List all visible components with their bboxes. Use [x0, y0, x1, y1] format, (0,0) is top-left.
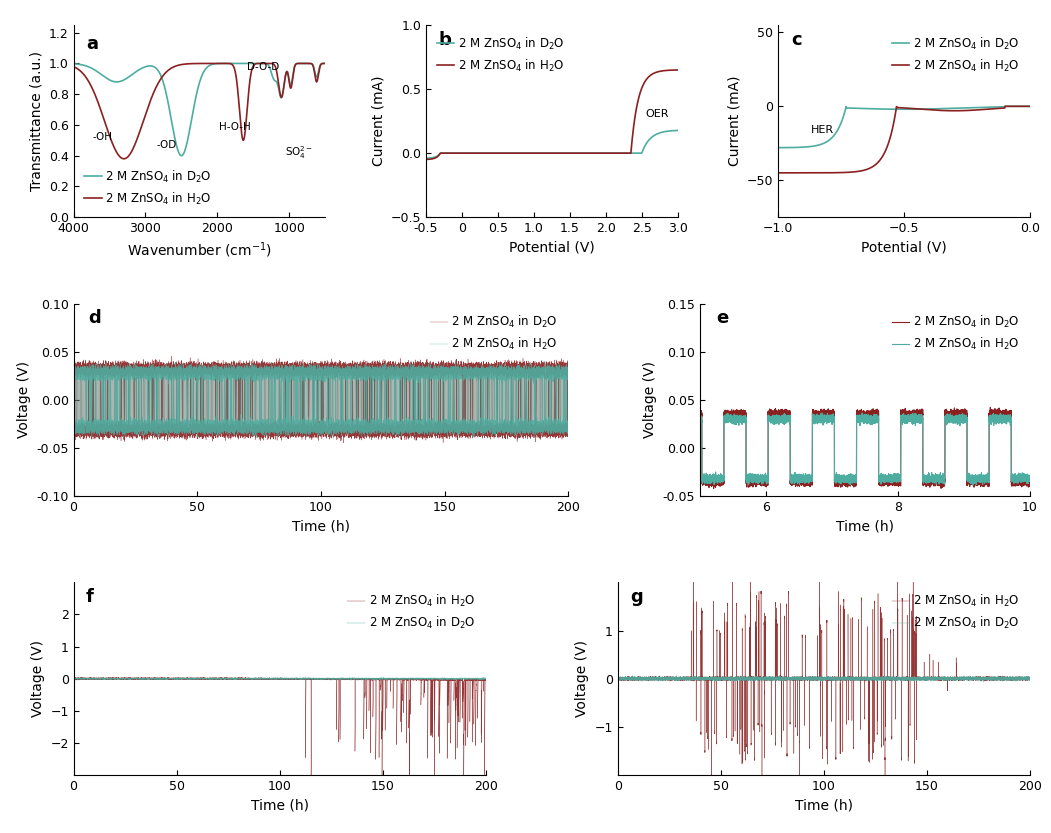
X-axis label: Time (h): Time (h): [837, 519, 894, 533]
Y-axis label: Voltage (V): Voltage (V): [30, 640, 45, 717]
Legend: 2 M ZnSO$_4$ in D$_2$O, 2 M ZnSO$_4$ in H$_2$O: 2 M ZnSO$_4$ in D$_2$O, 2 M ZnSO$_4$ in …: [425, 310, 562, 357]
X-axis label: Wavenumber (cm$^{-1}$): Wavenumber (cm$^{-1}$): [127, 241, 272, 260]
Text: c: c: [791, 31, 802, 49]
Y-axis label: Voltage (V): Voltage (V): [575, 640, 589, 717]
Legend: 2 M ZnSO$_4$ in D$_2$O, 2 M ZnSO$_4$ in H$_2$O: 2 M ZnSO$_4$ in D$_2$O, 2 M ZnSO$_4$ in …: [887, 31, 1024, 78]
Y-axis label: Transmittance (a.u.): Transmittance (a.u.): [29, 51, 43, 191]
X-axis label: Time (h): Time (h): [251, 798, 309, 812]
Y-axis label: Voltage (V): Voltage (V): [643, 362, 657, 438]
Legend: 2 M ZnSO$_4$ in H$_2$O, 2 M ZnSO$_4$ in D$_2$O: 2 M ZnSO$_4$ in H$_2$O, 2 M ZnSO$_4$ in …: [887, 588, 1024, 636]
Text: SO$_4^{2-}$: SO$_4^{2-}$: [285, 144, 313, 161]
Legend: 2 M ZnSO$_4$ in H$_2$O, 2 M ZnSO$_4$ in D$_2$O: 2 M ZnSO$_4$ in H$_2$O, 2 M ZnSO$_4$ in …: [343, 588, 480, 636]
Legend: 2 M ZnSO$_4$ in D$_2$O, 2 M ZnSO$_4$ in H$_2$O: 2 M ZnSO$_4$ in D$_2$O, 2 M ZnSO$_4$ in …: [432, 31, 569, 78]
Y-axis label: Voltage (V): Voltage (V): [17, 362, 30, 438]
Text: H-O-H: H-O-H: [220, 122, 251, 132]
Text: b: b: [438, 31, 451, 49]
Y-axis label: Current (mA): Current (mA): [371, 76, 385, 167]
X-axis label: Potential (V): Potential (V): [509, 241, 595, 255]
Legend: 2 M ZnSO$_4$ in D$_2$O, 2 M ZnSO$_4$ in H$_2$O: 2 M ZnSO$_4$ in D$_2$O, 2 M ZnSO$_4$ in …: [80, 164, 217, 212]
Text: HER: HER: [811, 125, 834, 135]
Text: -OD: -OD: [157, 140, 178, 150]
X-axis label: Potential (V): Potential (V): [861, 241, 947, 255]
Legend: 2 M ZnSO$_4$ in D$_2$O, 2 M ZnSO$_4$ in H$_2$O: 2 M ZnSO$_4$ in D$_2$O, 2 M ZnSO$_4$ in …: [887, 310, 1024, 357]
Text: OER: OER: [645, 109, 668, 119]
Text: -OH: -OH: [92, 132, 112, 142]
Text: d: d: [88, 310, 101, 327]
Text: f: f: [86, 588, 94, 606]
Text: g: g: [631, 588, 643, 606]
Text: a: a: [86, 35, 98, 52]
Text: D-O-D: D-O-D: [247, 62, 279, 72]
X-axis label: Time (h): Time (h): [292, 519, 350, 533]
Y-axis label: Current (mA): Current (mA): [727, 76, 741, 167]
X-axis label: Time (h): Time (h): [795, 798, 852, 812]
Text: e: e: [717, 310, 729, 327]
